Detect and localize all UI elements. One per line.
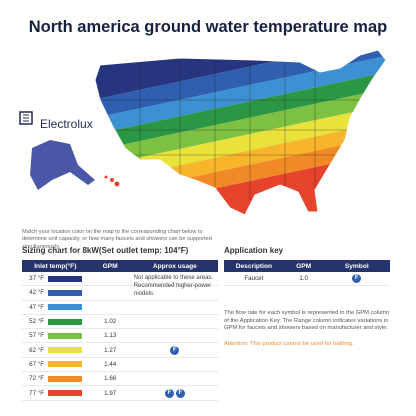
inlet-temp: 57 °F [29,332,44,340]
table-row: 62 °F 1.27 F [22,343,218,358]
sizing-chart: Sizing chart for 8kW(Set outlet temp: 10… [22,246,218,401]
column-header: Symbol [344,262,369,270]
column-header: GPM [296,262,312,270]
symbol-cell: F [324,274,390,284]
table-row: 52 °F 1.02 [22,315,218,330]
column-header: Description [235,262,273,270]
symbol-icon: F [170,345,180,355]
color-swatch [48,275,82,282]
map [19,49,387,216]
attention-note: Attention: This product cannot be used f… [224,341,354,348]
section-title: Application key [224,246,284,255]
gpm-cell: 1.0 [299,275,308,283]
inlet-temp: 72 °F [29,375,44,383]
table-row: 67 °F 1.44 [22,358,218,373]
header-row: Inlet temp(°F) GPM Approx usage [22,260,218,272]
table-row: 57 °F 1.13 [22,329,218,344]
table-row: 72 °F 1.66 [22,372,218,387]
table-row: 42 °F [22,286,218,301]
gpm-cell: 1.66 [104,375,117,383]
gpm-cell: 1.27 [104,346,117,354]
color-swatch [48,318,82,325]
table-row: 47 °F [22,301,218,315]
symbol-icon: F [175,388,185,398]
inlet-cell: 77 °F [22,390,89,397]
inlet-temp: 77 °F [29,389,44,397]
table-body: 37 °F 42 °F 47 °F 52 °F 1.02 57 °F 1.13 62 °F 1.… [22,272,218,401]
gpm-cell: 1.02 [104,318,117,326]
not-applicable-note: Not applicable to these areas. Recommend… [133,275,214,297]
color-swatch [48,375,82,382]
logo: Electrolux [40,117,93,131]
header-row: Description GPM Symbol [224,260,390,272]
section-title: Sizing chart for 8kW(Set outlet temp: 10… [22,246,189,255]
inlet-temp: 52 °F [29,318,44,326]
color-swatch [48,390,82,397]
column-header: Approx usage [152,262,197,270]
usage-cell: F [132,345,218,355]
inlet-cell: 37 °F [22,275,89,282]
inlet-temp: 42 °F [29,289,44,297]
symbol-icon: F [164,388,174,398]
color-swatch [48,347,82,354]
symbol-icon: F [352,274,362,284]
gpm-cell: 1.13 [104,332,117,340]
inlet-cell: 72 °F [22,375,89,382]
inlet-cell: 62 °F [22,347,89,354]
inlet-cell: 47 °F [22,304,89,311]
color-swatch [48,361,82,368]
inlet-cell: 57 °F [22,332,89,339]
gpm-cell: 1.44 [104,360,117,368]
inlet-temp: 67 °F [29,360,44,368]
gpm-cell: 1.97 [104,389,117,397]
table-row: 77 °F 1.97 F F [22,386,218,401]
inlet-temp: 37 °F [29,275,44,283]
color-swatch [48,332,82,339]
column-header: GPM [102,262,118,270]
inlet-cell: 52 °F [22,318,89,325]
table-row: 37 °F [22,272,218,287]
description-cell: Faucet [244,275,264,283]
color-swatch [48,289,82,296]
color-swatch [48,304,82,311]
column-header: Inlet temp(°F) [34,262,77,270]
application-key: Application key Description GPM Symbol Fauce… [224,246,390,349]
inlet-temp: 47 °F [29,303,44,311]
title: North america ground water temperature m… [28,18,388,36]
inlet-temp: 62 °F [29,346,44,354]
inlet-cell: 42 °F [22,289,89,296]
caption: Match your location color on the map to … [22,229,212,250]
inlet-cell: 67 °F [22,361,89,368]
table-row: Faucet 1.0 F [224,272,390,287]
key-note: The flow rate for each symbol is represe… [224,310,390,332]
